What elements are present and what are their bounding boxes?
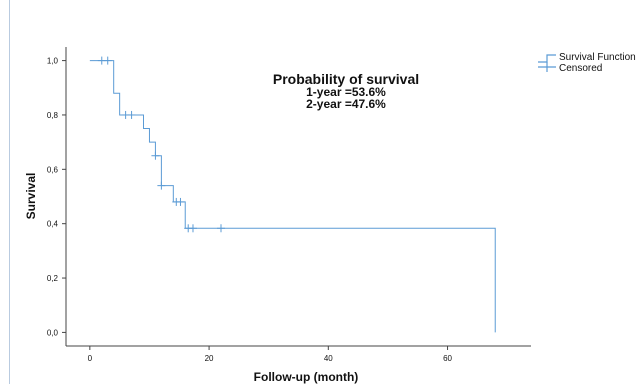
censored-marker-1 — [103, 56, 112, 65]
y-tick-label-4: 0,8 — [47, 111, 59, 120]
annotation-two-year: 2-year =47.6% — [306, 97, 386, 111]
legend-censored-symbol — [538, 62, 556, 72]
y-tick-label-1: 0,2 — [47, 274, 59, 283]
y-axis-label: Survival — [24, 173, 38, 220]
censored-marker-4 — [151, 151, 160, 160]
y-tick-label-2: 0,4 — [47, 220, 59, 229]
y-tick-label-3: 0,6 — [47, 165, 59, 174]
legend: Survival Function Censored — [538, 52, 636, 74]
censored-marker-3 — [127, 110, 136, 119]
x-axis-label: Follow-up (month) — [254, 370, 359, 384]
legend-censored-label: Censored — [559, 63, 602, 74]
annotation-one-year: 1-year =53.6% — [306, 85, 386, 99]
x-tick-label-1: 20 — [205, 354, 214, 363]
survival-annotation: Probability of survival 1-year =53.6% 2-… — [273, 71, 419, 111]
legend-survival-function-symbol — [538, 54, 556, 63]
left-panel-border — [9, 0, 10, 384]
survival-function-line — [89, 60, 496, 333]
y-tick-label-5: 1,0 — [47, 57, 59, 66]
y-tick-label-0: 0,0 — [47, 328, 59, 337]
x-tick-label-2: 40 — [324, 354, 333, 363]
x-tick-label-0: 0 — [88, 354, 93, 363]
censored-marker-5 — [157, 181, 166, 190]
x-tick-label-3: 60 — [443, 354, 452, 363]
censored-marker-10 — [217, 224, 225, 233]
annotation-heading: Probability of survival — [273, 71, 419, 87]
legend-survival-function-label: Survival Function — [559, 52, 636, 63]
censored-marker-9 — [188, 224, 197, 233]
plot-layer: 0 20 40 60 0,0 0,2 0,4 0,6 0,8 1,0 — [47, 47, 531, 363]
censored-marker-7 — [176, 197, 185, 206]
